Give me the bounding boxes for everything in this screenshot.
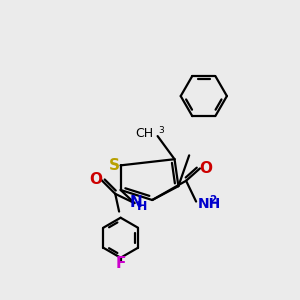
Text: 3: 3 <box>158 126 164 135</box>
Text: 2: 2 <box>209 195 216 206</box>
Text: CH: CH <box>135 127 153 140</box>
Text: O: O <box>199 161 212 176</box>
Text: NH: NH <box>198 197 221 211</box>
Text: N: N <box>130 195 142 210</box>
Text: F: F <box>116 256 126 272</box>
Text: H: H <box>137 200 147 213</box>
Text: S: S <box>109 158 120 173</box>
Text: O: O <box>89 172 103 188</box>
